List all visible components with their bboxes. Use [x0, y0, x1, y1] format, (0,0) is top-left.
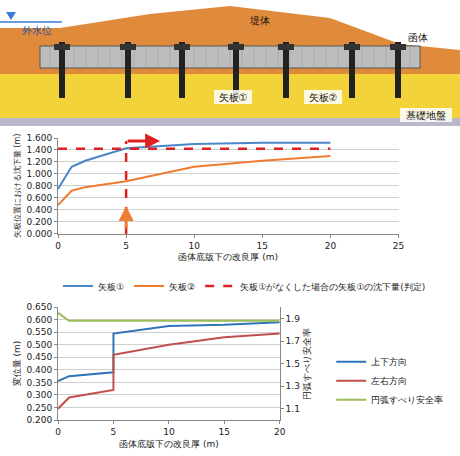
svg-text:0.200: 0.200: [26, 415, 52, 425]
svg-text:15: 15: [257, 241, 268, 251]
svg-text:1.000: 1.000: [26, 169, 52, 179]
svg-text:0.550: 0.550: [26, 327, 52, 337]
svg-text:5: 5: [111, 427, 117, 437]
svg-text:20: 20: [274, 427, 286, 437]
svg-text:堤体: 堤体: [249, 15, 270, 26]
svg-text:矢板①がなくした場合の矢板①の沈下量(判定): 矢板①がなくした場合の矢板①の沈下量(判定): [240, 282, 425, 292]
svg-text:函体: 函体: [408, 32, 428, 43]
svg-text:矢板①: 矢板①: [219, 92, 248, 103]
svg-text:10: 10: [188, 241, 200, 251]
svg-text:0.600: 0.600: [26, 315, 52, 325]
svg-text:0.500: 0.500: [26, 340, 52, 350]
svg-text:1.5: 1.5: [286, 359, 300, 369]
svg-text:0.600: 0.600: [26, 193, 52, 203]
svg-text:20: 20: [325, 241, 337, 251]
svg-text:1.9: 1.9: [286, 314, 301, 324]
svg-text:5: 5: [123, 241, 129, 251]
svg-text:変位量 (m): 変位量 (m): [12, 341, 22, 387]
svg-text:0.400: 0.400: [26, 365, 52, 375]
svg-text:1.600: 1.600: [26, 133, 52, 143]
svg-text:1.1: 1.1: [286, 404, 300, 414]
svg-text:矢板①: 矢板①: [98, 282, 124, 292]
svg-text:1.7: 1.7: [286, 336, 300, 346]
svg-text:0.800: 0.800: [26, 181, 52, 191]
svg-text:矢板②: 矢板②: [309, 92, 338, 103]
svg-text:0.350: 0.350: [26, 378, 52, 388]
svg-text:0.300: 0.300: [26, 390, 52, 400]
svg-text:15: 15: [219, 427, 230, 437]
svg-text:25: 25: [393, 241, 404, 251]
svg-text:矢板位置における沈下量 (m): 矢板位置における沈下量 (m): [13, 134, 22, 239]
svg-text:0.400: 0.400: [26, 205, 52, 215]
svg-text:函体底版下の改良厚 (m): 函体底版下の改良厚 (m): [178, 252, 278, 262]
svg-text:0.450: 0.450: [26, 352, 52, 362]
svg-text:矢板②: 矢板②: [169, 282, 195, 292]
svg-text:上下方向: 上下方向: [371, 357, 407, 367]
svg-text:0: 0: [55, 241, 61, 251]
svg-text:0.250: 0.250: [26, 403, 52, 413]
svg-text:10: 10: [163, 427, 175, 437]
svg-text:左右方向: 左右方向: [371, 376, 407, 386]
svg-text:基礎地盤: 基礎地盤: [406, 110, 446, 121]
svg-text:円弧すべり安全率: 円弧すべり安全率: [302, 328, 312, 400]
svg-text:0.650: 0.650: [26, 302, 52, 312]
svg-text:0: 0: [55, 427, 61, 437]
svg-text:円弧すべり安全率: 円弧すべり安全率: [371, 395, 443, 405]
svg-text:1.200: 1.200: [26, 157, 52, 167]
svg-text:0.200: 0.200: [26, 217, 52, 227]
svg-text:1.3: 1.3: [286, 381, 300, 391]
svg-text:函体底版下の改良厚 (m): 函体底版下の改良厚 (m): [119, 439, 219, 449]
svg-text:0.000: 0.000: [26, 229, 52, 239]
svg-text:外水位: 外水位: [22, 25, 52, 36]
svg-text:1.400: 1.400: [26, 145, 52, 155]
